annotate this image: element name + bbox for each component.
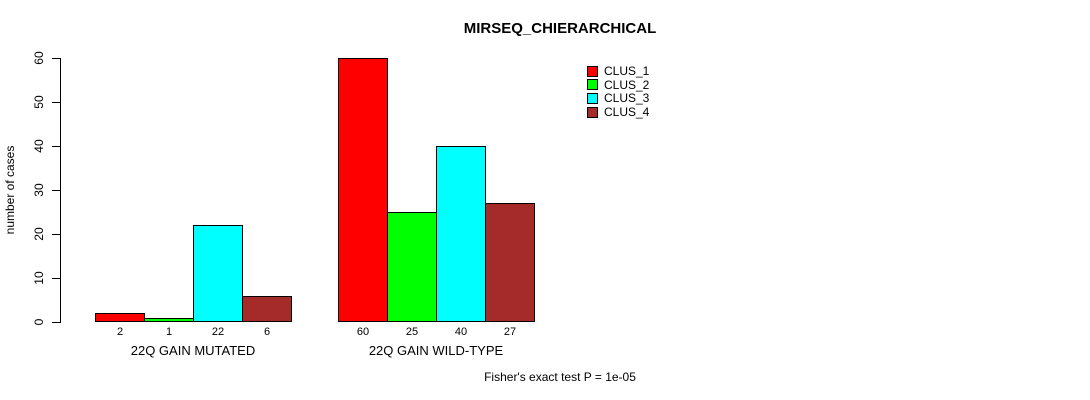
bar	[387, 212, 437, 322]
bar-value-label: 25	[405, 326, 419, 338]
y-tick-label: 60	[32, 51, 46, 65]
chart-title: MIRSEQ_CHIERARCHICAL	[463, 20, 657, 37]
bar	[338, 58, 388, 322]
bar-value-label: 40	[454, 326, 468, 338]
legend-item: CLUS_3	[587, 92, 649, 104]
stat-test-annotation: Fisher's exact test P = 1e-05	[484, 370, 636, 384]
y-tick-label: 50	[32, 95, 46, 109]
bar-value-label: 6	[263, 326, 271, 338]
legend-label: CLUS_4	[604, 105, 650, 120]
y-tick-label: 0	[32, 318, 46, 326]
legend-item: CLUS_4	[587, 106, 649, 118]
y-tick	[52, 58, 60, 59]
y-tick	[52, 234, 60, 235]
y-tick-label: 40	[32, 139, 46, 153]
y-tick	[52, 102, 60, 103]
y-tick	[52, 278, 60, 279]
bar-value-label: 22	[211, 326, 225, 338]
y-axis-label: number of cases	[3, 145, 17, 235]
y-axis-line	[60, 58, 61, 323]
y-tick	[52, 322, 60, 323]
y-tick	[52, 190, 60, 191]
legend-item: CLUS_2	[587, 79, 649, 91]
legend-item: CLUS_1	[587, 65, 649, 77]
legend-color-swatch	[587, 106, 598, 118]
bar	[95, 313, 145, 322]
bar	[436, 146, 486, 322]
bar	[485, 203, 535, 322]
bar	[242, 296, 292, 322]
bar-value-label: 1	[165, 326, 173, 338]
bar-value-label: 27	[503, 326, 517, 338]
legend-color-swatch	[587, 65, 598, 77]
legend-label: CLUS_3	[604, 91, 650, 106]
bar	[193, 225, 243, 322]
legend-label: CLUS_1	[604, 64, 650, 78]
y-tick-label: 10	[32, 271, 46, 285]
y-tick-label: 30	[32, 183, 46, 197]
bar-value-label: 2	[116, 326, 124, 338]
y-tick	[52, 146, 60, 147]
legend-color-swatch	[587, 92, 598, 104]
group-label: 22Q GAIN MUTATED	[130, 343, 256, 358]
legend-color-swatch	[587, 79, 598, 91]
group-label: 22Q GAIN WILD-TYPE	[368, 343, 504, 358]
bar	[144, 318, 194, 322]
y-tick-label: 20	[32, 227, 46, 241]
bar-value-label: 60	[356, 326, 370, 338]
legend-label: CLUS_2	[604, 77, 650, 92]
